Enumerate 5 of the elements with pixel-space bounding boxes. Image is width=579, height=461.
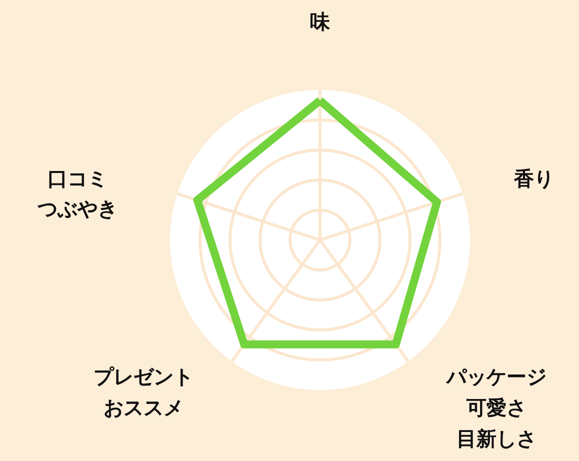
spoke-label: 口コミつぶやき — [37, 166, 118, 221]
spoke-label: プレゼントおススメ — [94, 364, 194, 420]
spoke-label: 香り — [512, 166, 554, 191]
spoke-label: パッケージ可愛さ目新しさ — [445, 364, 546, 450]
spoke-label: 味 — [310, 10, 331, 34]
